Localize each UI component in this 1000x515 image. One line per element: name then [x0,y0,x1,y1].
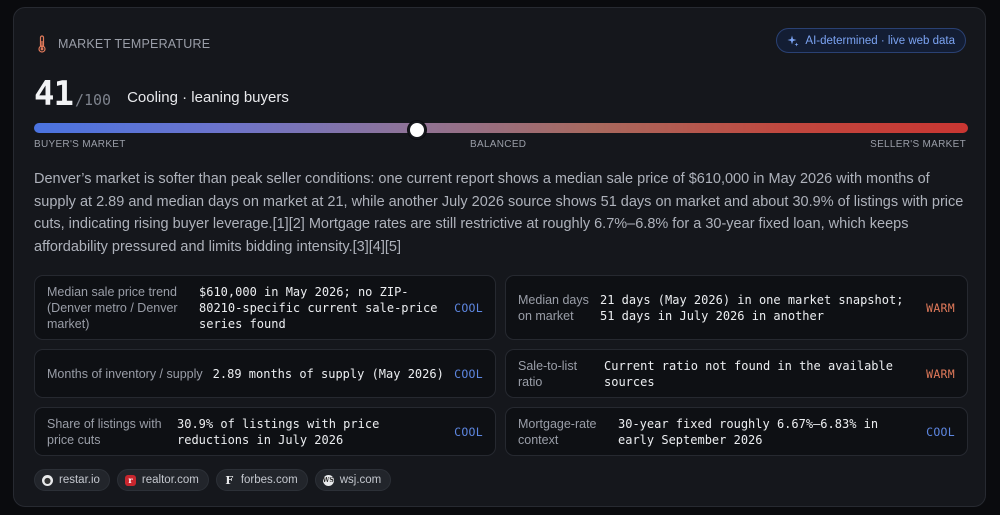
wsj-favicon: WS [322,474,334,486]
source-chip-realtor[interactable]: r realtor.com [116,469,209,491]
metric-value: 30-year fixed roughly 6.67%–6.83% in ear… [618,416,879,447]
source-chips: ● restar.io r realtor.com F forbes.com W… [34,469,392,491]
metric-value: $610,000 in May 2026; no ZIP-80210-speci… [199,284,438,331]
metric-label: Mortgage-rate context [518,416,597,447]
thermometer-icon [38,35,46,53]
scale-label-balanced: BALANCED [470,139,527,150]
temperature-indicator [407,121,426,139]
metric-sale-to-list-ratio: Sale-to-list ratio Current ratio not fou… [505,349,968,398]
restar-favicon: ● [42,474,53,486]
metric-price-cuts-share: Share of listings with price cuts 30.9% … [34,407,496,456]
metric-value: 2.89 months of supply (May 2026) [212,366,444,381]
temperature-gradient-bar [34,123,968,133]
realtor-favicon: r [124,474,136,486]
score-row: 41 /100 Cooling · leaning buyers [34,74,289,114]
source-chip-wsj[interactable]: WS wsj.com [314,469,392,491]
source-chip-forbes[interactable]: F forbes.com [215,469,308,491]
source-name: restar.io [59,474,100,486]
score-label: Cooling · leaning buyers [127,89,289,106]
market-summary: Denver’s market is softer than peak sell… [34,171,964,255]
source-name: forbes.com [240,474,298,486]
metric-tag: WARM [926,366,955,381]
metric-median-days-on-market: Median days on market 21 days (May 2026)… [505,275,968,340]
metric-tag: COOL [454,366,483,381]
source-name: wsj.com [339,474,382,486]
scale-label-sellers: SELLER'S MARKET [870,139,966,150]
card-title: MARKET TEMPERATURE [58,37,211,51]
source-name: realtor.com [141,474,199,486]
metric-tag: WARM [926,300,955,315]
score-max: /100 [74,91,112,109]
forbes-favicon: F [225,473,234,487]
scale-label-buyers: BUYER'S MARKET [34,139,126,150]
sparkle-icon [787,35,799,46]
ai-badge-label: AI-determined · live web data [805,34,955,47]
source-chip-restar[interactable]: ● restar.io [34,469,110,491]
metric-tag: COOL [454,300,483,315]
metric-median-sale-price: Median sale price trend (Denver metro / … [34,275,496,340]
score-value: 41 [34,74,74,114]
metric-value: 30.9% of listings with price reductions … [177,416,380,447]
metric-tag: COOL [926,424,955,439]
metric-label: Median days on market [518,292,589,323]
metric-value: Current ratio not found in the available… [604,358,893,389]
ai-determined-badge: AI-determined · live web data [776,28,966,53]
metric-months-of-inventory: Months of inventory / supply 2.89 months… [34,349,496,398]
market-temperature-card: MARKET TEMPERATURE AI-determined · live … [13,7,986,507]
metric-mortgage-rate-context: Mortgage-rate context 30-year fixed roug… [505,407,968,456]
metric-label: Median sale price trend (Denver metro / … [47,284,178,331]
metric-label: Months of inventory / supply [47,366,203,381]
metric-value: 21 days (May 2026) in one market snapsho… [600,292,904,323]
metric-tag: COOL [454,424,483,439]
metric-label: Sale-to-list ratio [518,358,578,389]
metric-label: Share of listings with price cuts [47,416,162,447]
